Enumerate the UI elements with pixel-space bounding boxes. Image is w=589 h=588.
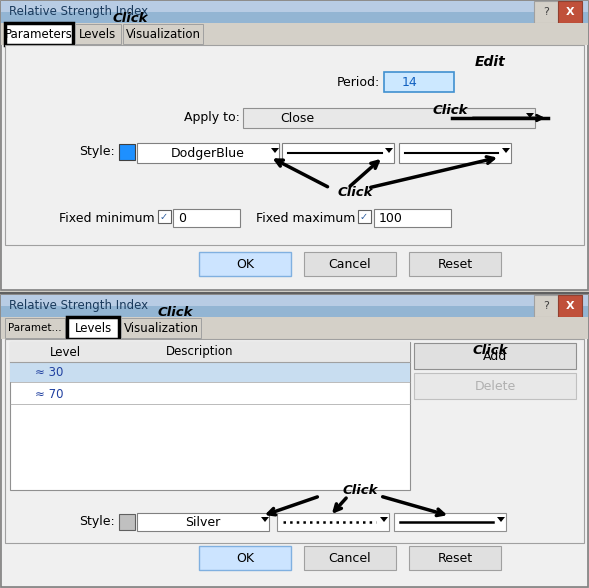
Text: Click: Click: [432, 103, 468, 116]
FancyBboxPatch shape: [5, 339, 584, 543]
Text: Click: Click: [342, 483, 378, 496]
FancyBboxPatch shape: [67, 317, 119, 339]
Polygon shape: [385, 148, 393, 153]
FancyBboxPatch shape: [1, 295, 588, 317]
FancyBboxPatch shape: [75, 24, 121, 44]
FancyBboxPatch shape: [534, 295, 558, 317]
Text: Style:: Style:: [80, 145, 115, 159]
Text: Reset: Reset: [438, 258, 472, 270]
FancyBboxPatch shape: [304, 252, 396, 276]
FancyBboxPatch shape: [10, 342, 410, 490]
FancyBboxPatch shape: [358, 210, 371, 223]
FancyBboxPatch shape: [1, 12, 588, 23]
Text: Fixed maximum: Fixed maximum: [256, 212, 355, 225]
FancyBboxPatch shape: [137, 513, 269, 531]
FancyBboxPatch shape: [137, 143, 279, 163]
FancyBboxPatch shape: [243, 108, 535, 128]
Polygon shape: [526, 113, 534, 118]
FancyBboxPatch shape: [5, 318, 65, 338]
FancyBboxPatch shape: [1, 1, 588, 23]
FancyBboxPatch shape: [5, 45, 584, 245]
Text: Edit: Edit: [475, 55, 505, 69]
Polygon shape: [497, 517, 505, 522]
Text: ✓: ✓: [160, 212, 168, 222]
FancyBboxPatch shape: [123, 24, 203, 44]
Text: Style:: Style:: [80, 516, 115, 529]
Text: Click: Click: [157, 306, 193, 319]
FancyBboxPatch shape: [199, 252, 291, 276]
FancyBboxPatch shape: [384, 72, 454, 92]
Text: Relative Strength Index: Relative Strength Index: [9, 5, 148, 18]
Text: 14: 14: [402, 75, 418, 89]
Text: Description: Description: [166, 346, 234, 359]
Text: ✓: ✓: [360, 212, 368, 222]
Text: Parameters: Parameters: [5, 28, 73, 41]
Text: 100: 100: [379, 212, 403, 225]
Text: ?: ?: [543, 7, 549, 17]
Text: Cancel: Cancel: [329, 552, 371, 564]
Text: Levels: Levels: [74, 322, 112, 335]
Text: Click: Click: [472, 345, 508, 358]
FancyBboxPatch shape: [409, 252, 501, 276]
FancyBboxPatch shape: [409, 546, 501, 570]
Text: Levels: Levels: [80, 28, 117, 41]
FancyBboxPatch shape: [1, 317, 588, 339]
FancyBboxPatch shape: [558, 295, 582, 317]
FancyBboxPatch shape: [1, 1, 588, 290]
FancyBboxPatch shape: [399, 143, 511, 163]
Text: Level: Level: [50, 346, 81, 359]
FancyBboxPatch shape: [414, 343, 576, 369]
Text: Apply to:: Apply to:: [184, 112, 240, 125]
FancyBboxPatch shape: [277, 513, 389, 531]
Text: X: X: [565, 7, 574, 17]
Text: Click: Click: [337, 185, 373, 199]
Text: Visualization: Visualization: [125, 28, 200, 41]
FancyBboxPatch shape: [1, 306, 588, 317]
Polygon shape: [502, 148, 510, 153]
FancyBboxPatch shape: [282, 143, 394, 163]
FancyBboxPatch shape: [304, 546, 396, 570]
FancyBboxPatch shape: [5, 23, 73, 45]
Text: Relative Strength Index: Relative Strength Index: [9, 299, 148, 312]
Text: ?: ?: [543, 301, 549, 311]
Text: Visualization: Visualization: [124, 322, 198, 335]
FancyBboxPatch shape: [414, 373, 576, 399]
Text: Period:: Period:: [337, 75, 380, 89]
Text: Silver: Silver: [186, 516, 221, 529]
FancyBboxPatch shape: [173, 209, 240, 227]
Text: 0: 0: [178, 212, 186, 225]
FancyBboxPatch shape: [10, 342, 410, 362]
FancyBboxPatch shape: [534, 1, 558, 23]
Text: DodgerBlue: DodgerBlue: [171, 146, 245, 159]
Text: X: X: [565, 301, 574, 311]
FancyBboxPatch shape: [1, 295, 588, 587]
Text: OK: OK: [236, 258, 254, 270]
Text: Paramet...: Paramet...: [8, 323, 62, 333]
Text: Add: Add: [483, 349, 507, 362]
Text: Cancel: Cancel: [329, 258, 371, 270]
Polygon shape: [271, 148, 279, 153]
Text: ≈ 30: ≈ 30: [35, 366, 64, 379]
Text: Close: Close: [280, 112, 314, 125]
Text: Fixed minimum: Fixed minimum: [59, 212, 155, 225]
Text: ≈ 70: ≈ 70: [35, 387, 64, 400]
FancyBboxPatch shape: [394, 513, 506, 531]
Text: Delete: Delete: [474, 379, 515, 393]
FancyBboxPatch shape: [199, 546, 291, 570]
FancyBboxPatch shape: [158, 210, 171, 223]
FancyBboxPatch shape: [10, 362, 410, 382]
Text: OK: OK: [236, 552, 254, 564]
FancyBboxPatch shape: [558, 1, 582, 23]
Polygon shape: [380, 517, 388, 522]
Text: Reset: Reset: [438, 552, 472, 564]
Text: Click: Click: [112, 12, 148, 25]
FancyBboxPatch shape: [119, 144, 135, 160]
FancyBboxPatch shape: [1, 23, 588, 45]
Polygon shape: [261, 517, 269, 522]
FancyBboxPatch shape: [119, 514, 135, 530]
FancyBboxPatch shape: [121, 318, 201, 338]
FancyBboxPatch shape: [374, 209, 451, 227]
